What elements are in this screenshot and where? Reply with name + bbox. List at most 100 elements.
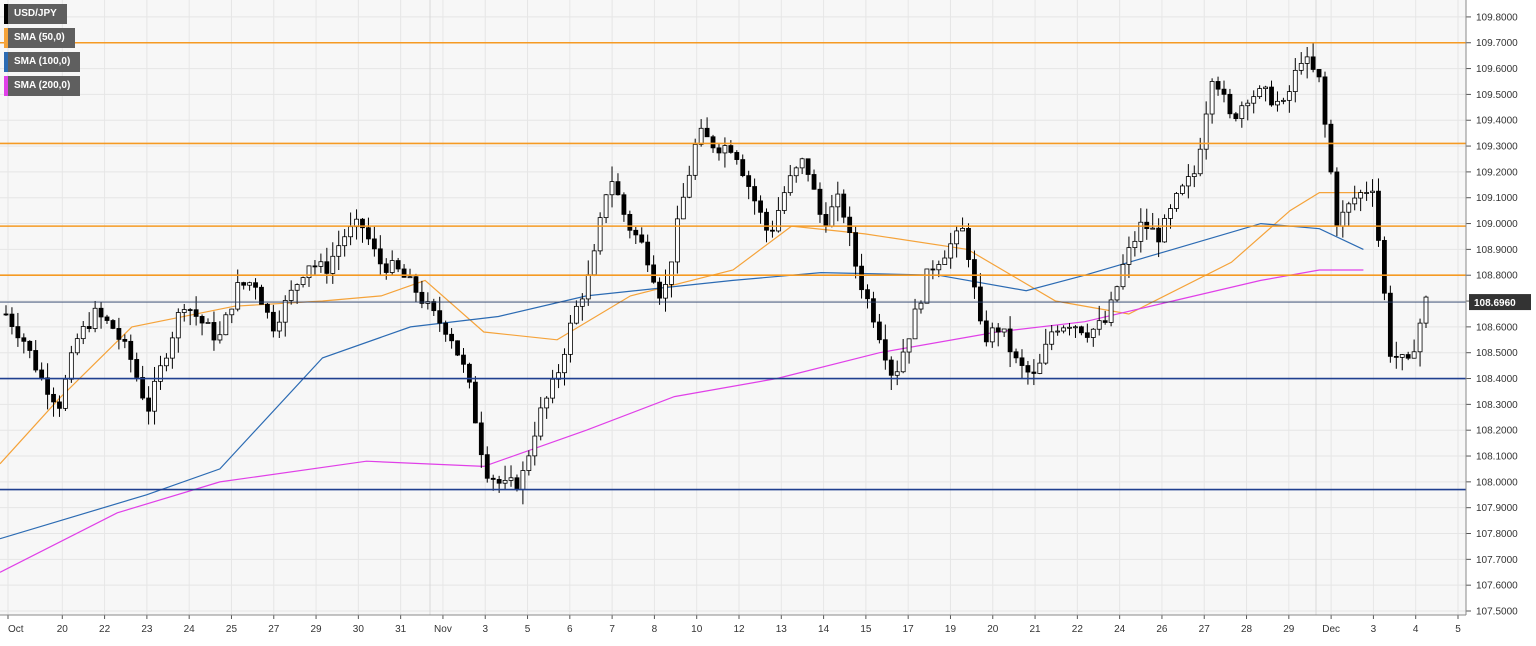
candle-body xyxy=(1387,292,1393,357)
candle-body xyxy=(983,320,989,343)
candle xyxy=(1364,181,1369,201)
candle xyxy=(835,181,841,222)
y-tick-label: 107.8000 xyxy=(1476,529,1518,540)
candle xyxy=(752,178,758,215)
y-tick-label: 107.7000 xyxy=(1476,555,1518,566)
candle-body xyxy=(865,289,870,300)
candle-body xyxy=(1257,88,1263,98)
legend-label: SMA (200,0) xyxy=(14,80,71,91)
candle-body xyxy=(140,377,146,399)
candle-body xyxy=(722,145,728,154)
candle xyxy=(1376,178,1381,247)
candle-body xyxy=(1298,63,1304,71)
candle-body xyxy=(199,316,205,324)
candle xyxy=(336,230,342,271)
x-tick-label: 20 xyxy=(987,624,999,635)
candle-body xyxy=(853,232,859,267)
candle xyxy=(211,311,217,351)
candle-body xyxy=(728,145,734,153)
x-tick-label: 21 xyxy=(1029,624,1041,635)
candle xyxy=(1298,52,1304,75)
candle xyxy=(92,300,98,333)
legend-item-sma200[interactable]: SMA (200,0) xyxy=(4,76,81,96)
candle-body xyxy=(1067,326,1072,329)
candle xyxy=(734,150,740,165)
candle-body xyxy=(241,282,247,286)
candle xyxy=(876,313,882,344)
candle xyxy=(1251,90,1257,114)
y-tick-label: 108.9000 xyxy=(1476,245,1518,256)
candle-body xyxy=(1126,247,1132,265)
candle xyxy=(472,376,478,424)
candle-body xyxy=(205,322,211,324)
candle-body xyxy=(740,159,746,177)
candle xyxy=(603,193,609,224)
candle xyxy=(686,165,692,199)
legend-item-sma100[interactable]: SMA (100,0) xyxy=(4,52,81,72)
candle-body xyxy=(876,321,882,341)
candle-body xyxy=(74,338,80,354)
candle-body xyxy=(1156,227,1162,243)
candle-body xyxy=(1281,99,1286,102)
candle xyxy=(229,308,235,324)
candle-body xyxy=(924,268,930,304)
candle-body xyxy=(68,352,74,380)
candle xyxy=(1203,101,1209,160)
candle-body xyxy=(413,276,419,293)
candle-body xyxy=(1423,296,1429,324)
candle xyxy=(3,305,9,316)
candle xyxy=(1102,310,1108,325)
x-tick-label: 13 xyxy=(776,624,788,635)
candle-body xyxy=(805,158,811,175)
legend-item-sma50[interactable]: SMA (50,0) xyxy=(4,28,75,48)
candle-body xyxy=(686,174,692,198)
candle-body xyxy=(770,229,775,232)
x-tick-label: 4 xyxy=(1413,624,1419,635)
candle xyxy=(1239,101,1245,128)
candle xyxy=(746,170,752,200)
candle-body xyxy=(995,327,1001,333)
candle xyxy=(680,183,686,220)
candles xyxy=(3,42,1429,505)
candle-body xyxy=(1233,113,1239,120)
y-tick-label: 109.3000 xyxy=(1476,142,1518,153)
candle xyxy=(57,395,62,417)
legend-item-usdjpy[interactable]: USD/JPY xyxy=(4,4,67,24)
candle-body xyxy=(657,281,662,299)
candle-body xyxy=(716,147,722,154)
candle xyxy=(1025,360,1031,385)
candle-body xyxy=(948,243,954,259)
candle-body xyxy=(86,326,92,329)
x-tick-label: 17 xyxy=(903,624,915,635)
candle-body xyxy=(1269,86,1274,106)
candle xyxy=(1275,91,1280,112)
candle xyxy=(1292,58,1298,103)
candle-body xyxy=(1227,93,1233,115)
candle xyxy=(407,268,413,279)
candle xyxy=(538,396,544,441)
candle xyxy=(33,340,39,373)
candle xyxy=(21,333,27,354)
sma-line xyxy=(0,222,1364,540)
candle-body xyxy=(1304,56,1310,64)
candle xyxy=(627,210,633,239)
candle-body xyxy=(377,248,383,265)
candle xyxy=(888,356,894,391)
candle-body xyxy=(1185,176,1191,187)
x-tick-label: 27 xyxy=(1199,624,1211,635)
candle-body xyxy=(1215,81,1221,90)
candle-body xyxy=(455,340,460,356)
candle xyxy=(1019,349,1025,379)
candle xyxy=(918,300,924,314)
candle xyxy=(1358,189,1364,212)
candle-body xyxy=(1203,113,1209,150)
candle xyxy=(1281,97,1286,105)
candle xyxy=(247,281,252,291)
candle-body xyxy=(502,480,508,484)
candle xyxy=(51,387,56,417)
legend-swatch xyxy=(4,52,8,72)
candle xyxy=(467,362,472,389)
candle xyxy=(265,302,270,319)
